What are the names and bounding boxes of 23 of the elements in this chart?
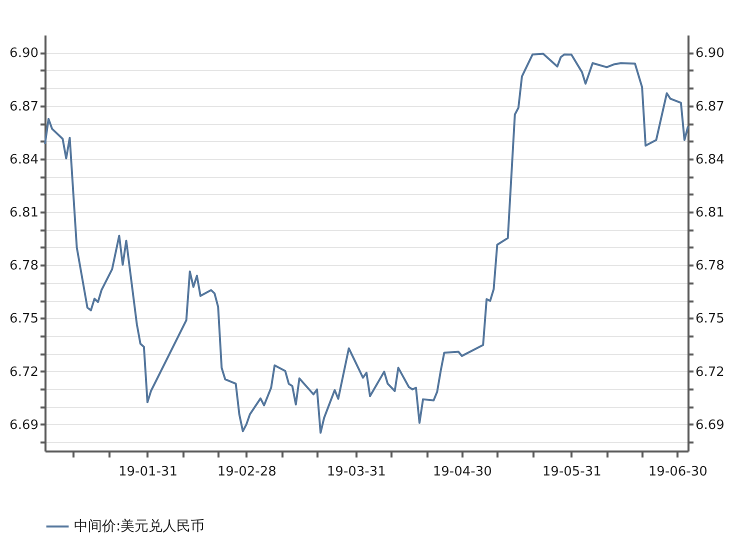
y2-tick-label: 6.81 — [696, 206, 724, 221]
x-tick-label: 19-03-31 — [326, 464, 386, 480]
y-tick-label: 6.84 — [10, 152, 38, 168]
y2-tick-label: 6.87 — [696, 99, 724, 114]
y-tick-label: 6.72 — [10, 364, 38, 380]
y2-tick-label: 6.69 — [696, 418, 724, 433]
x-tick-label: 19-02-28 — [217, 464, 276, 480]
y-tick-label: 6.87 — [10, 99, 38, 114]
y2-tick-label: 6.72 — [696, 364, 724, 380]
y2-tick-label: 6.78 — [696, 258, 724, 274]
y-tick-label: 6.75 — [10, 312, 38, 327]
x-tick-label: 19-04-30 — [432, 464, 492, 480]
y-tick-label: 6.90 — [10, 46, 38, 62]
y2-tick-label: 6.84 — [696, 152, 724, 168]
y-tick-label: 6.78 — [10, 258, 38, 274]
legend-label: 中间价:美元兑人民币 — [74, 518, 205, 534]
x-tick-label: 19-05-31 — [542, 464, 602, 480]
y2-tick-label: 6.90 — [696, 46, 724, 62]
y-tick-label: 6.81 — [10, 206, 38, 221]
x-tick-label: 19-01-31 — [118, 464, 178, 480]
y2-tick-label: 6.75 — [696, 312, 724, 327]
y-tick-label: 6.69 — [10, 418, 38, 433]
x-tick-label: 19-06-30 — [648, 464, 708, 480]
